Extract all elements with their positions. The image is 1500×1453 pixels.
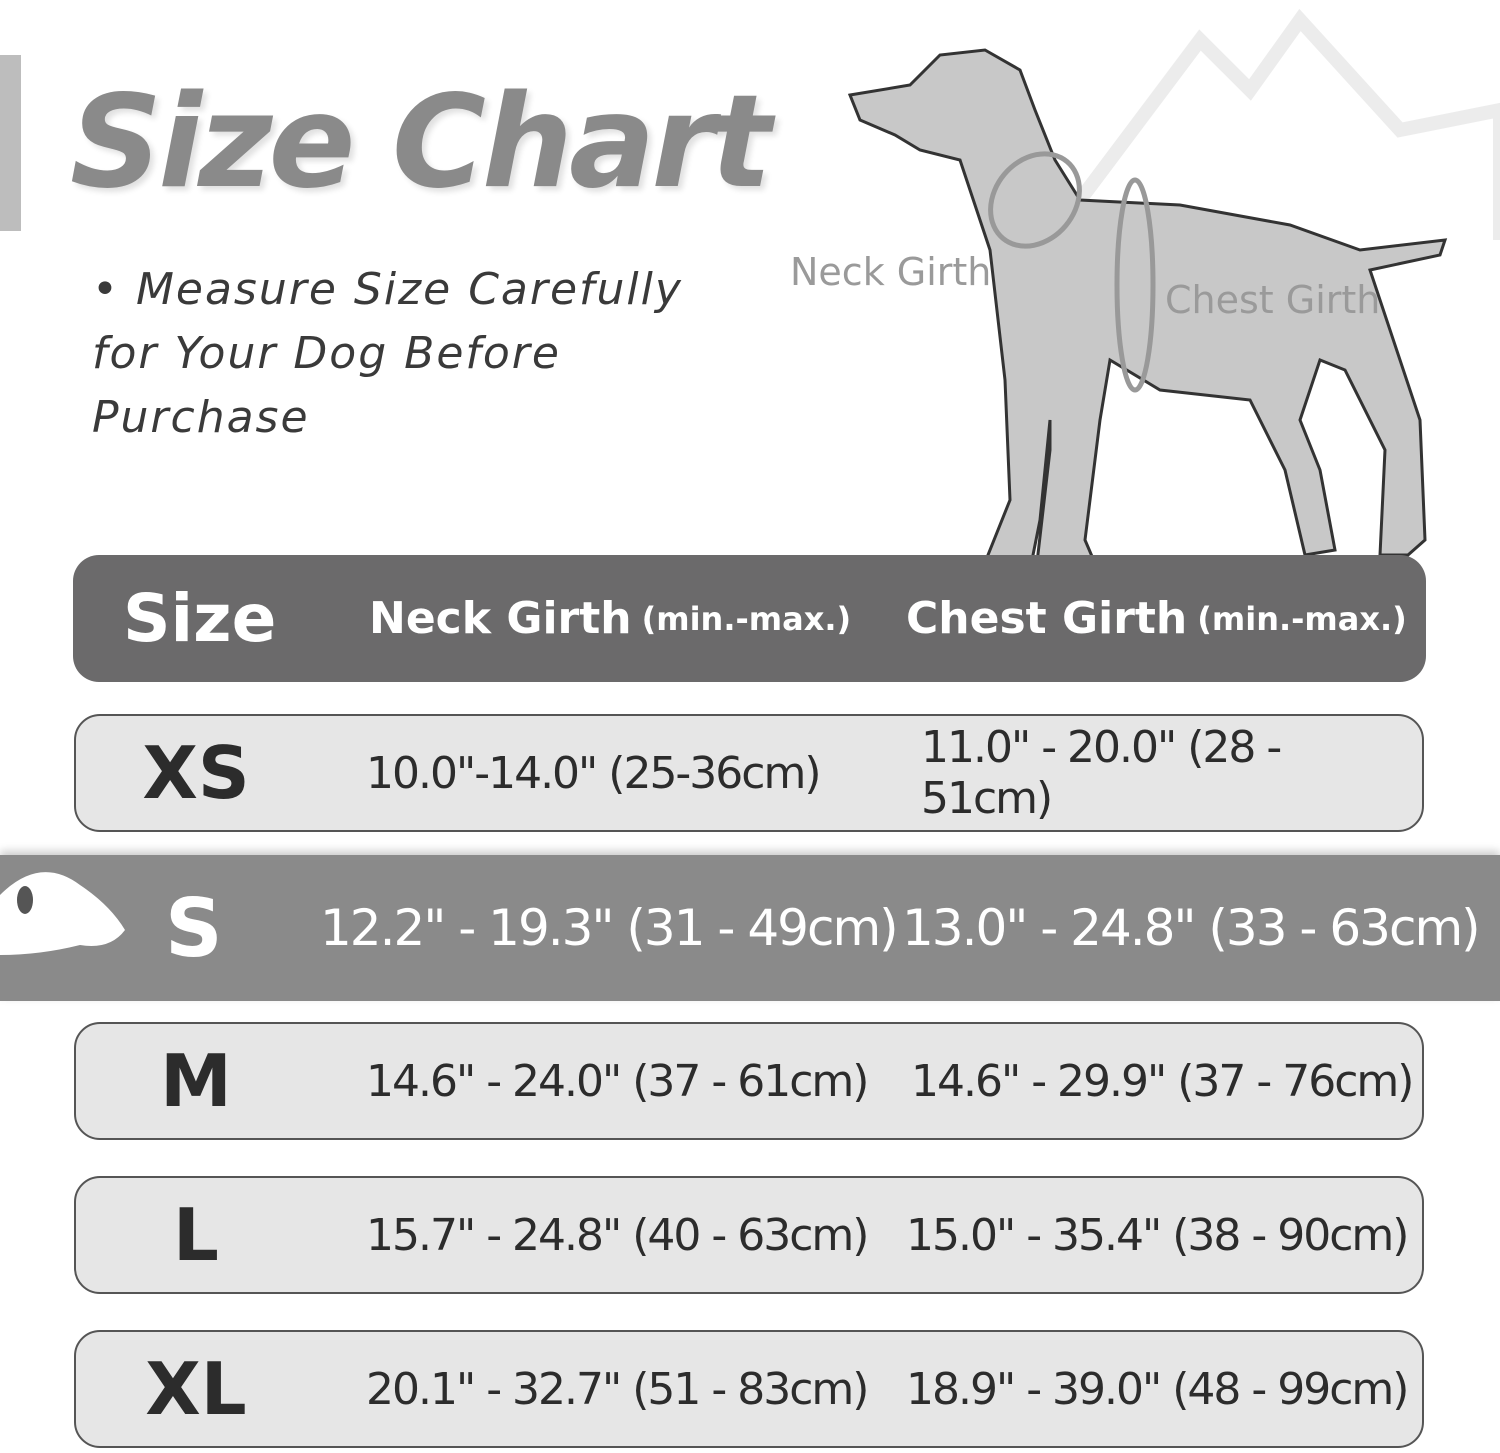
neck-girth-ring: [988, 151, 1082, 249]
chest-cell: 15.0" - 35.4" (38 - 90cm): [906, 1209, 1409, 1261]
size-cell: S: [165, 881, 223, 975]
page-title: Size Chart: [70, 68, 772, 217]
header-chest-label: Chest Girth: [906, 593, 1188, 644]
chest-cell: 14.6" - 29.9" (37 - 76cm): [911, 1055, 1414, 1107]
size-cell: XL: [145, 1347, 247, 1431]
dog-head-icon: [0, 872, 125, 955]
table-row: XS 10.0"-14.0" (25-36cm) 11.0" - 20.0" (…: [74, 714, 1424, 832]
table-header: Size Neck Girth (min.-max.) Chest Girth (m…: [73, 555, 1426, 682]
header-size: Size: [123, 580, 277, 657]
measure-note: • Measure Size Carefully for Your Dog Be…: [92, 264, 683, 443]
size-cell: XS: [142, 731, 250, 815]
neck-cell: 10.0"-14.0" (25-36cm): [366, 747, 822, 799]
size-cell: M: [160, 1039, 232, 1123]
size-cell: L: [173, 1193, 219, 1277]
mountain-watermark: [1074, 8, 1500, 240]
neck-cell: 12.2" - 19.3" (31 - 49cm): [320, 899, 899, 957]
table-row: XL 20.1" - 32.7" (51 - 83cm) 18.9" - 39.…: [74, 1330, 1424, 1448]
header-chest: Chest Girth (min.-max.): [906, 555, 1407, 682]
table-row-highlighted: S 12.2" - 19.3" (31 - 49cm) 13.0" - 24.8…: [0, 855, 1500, 1001]
header-neck-label: Neck Girth: [369, 593, 632, 644]
chest-cell: 11.0" - 20.0" (28 - 51cm): [921, 722, 1282, 824]
chest-girth-label: Chest Girth: [1165, 278, 1381, 322]
accent-bar: [0, 55, 21, 231]
neck-girth-label: Neck Girth: [790, 250, 992, 294]
dog-diagram: [847, 8, 1500, 582]
neck-cell: 20.1" - 32.7" (51 - 83cm): [366, 1363, 869, 1415]
neck-cell: 14.6" - 24.0" (37 - 61cm): [366, 1055, 869, 1107]
header-neck-sub: (min.-max.): [641, 599, 852, 638]
table-row: M 14.6" - 24.0" (37 - 61cm) 14.6" - 29.9…: [74, 1022, 1424, 1140]
chest-cell: 18.9" - 39.0" (48 - 99cm): [906, 1363, 1409, 1415]
table-row: L 15.7" - 24.8" (40 - 63cm) 15.0" - 35.4…: [74, 1176, 1424, 1294]
neck-cell: 15.7" - 24.8" (40 - 63cm): [366, 1209, 869, 1261]
header-chest-sub: (min.-max.): [1197, 599, 1407, 638]
chest-cell: 13.0" - 24.8" (33 - 63cm): [902, 899, 1481, 957]
header-neck: Neck Girth (min.-max.): [369, 555, 851, 682]
chest-girth-ring: [1114, 177, 1156, 393]
